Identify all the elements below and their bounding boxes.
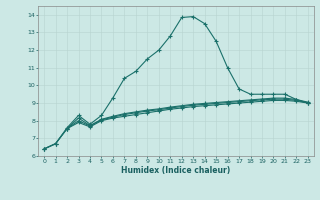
- X-axis label: Humidex (Indice chaleur): Humidex (Indice chaleur): [121, 166, 231, 175]
